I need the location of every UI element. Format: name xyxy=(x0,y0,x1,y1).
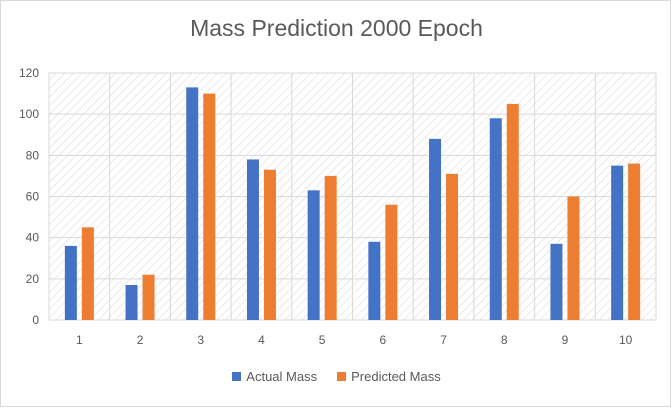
x-tick-label: 4 xyxy=(258,333,265,347)
bar-predicted-9 xyxy=(567,196,580,320)
bar-predicted-5 xyxy=(324,175,337,320)
bar-predicted-10 xyxy=(628,163,641,320)
y-tick-label: 80 xyxy=(26,148,40,162)
x-tick-label: 8 xyxy=(501,333,508,347)
x-tick-label: 10 xyxy=(619,333,633,347)
bar-actual-3 xyxy=(186,87,199,321)
y-tick-label: 20 xyxy=(26,272,40,286)
bar-predicted-8 xyxy=(506,103,519,320)
y-tick-label: 40 xyxy=(26,231,40,245)
x-tick-label: 6 xyxy=(380,333,387,347)
legend-item-predicted: Predicted Mass xyxy=(337,369,441,384)
legend-swatch-actual xyxy=(232,372,242,381)
bar-actual-2 xyxy=(125,285,138,320)
x-tick-label: 9 xyxy=(562,333,569,347)
x-tick-label: 3 xyxy=(197,333,204,347)
y-tick-label: 120 xyxy=(19,66,39,80)
x-tick-label: 5 xyxy=(319,333,326,347)
chart-title: Mass Prediction 2000 Epoch xyxy=(190,15,483,41)
x-tick-label: 2 xyxy=(137,333,144,347)
bar-actual-7 xyxy=(429,138,442,320)
legend-swatch-predicted xyxy=(337,372,347,381)
legend-label-predicted: Predicted Mass xyxy=(351,369,441,384)
y-tick-label: 100 xyxy=(19,107,39,121)
legend-label-actual: Actual Mass xyxy=(246,369,318,384)
bar-actual-8 xyxy=(489,118,502,321)
bar-actual-6 xyxy=(368,241,381,320)
x-tick-label: 7 xyxy=(440,333,447,347)
bar-predicted-4 xyxy=(263,169,276,320)
bar-predicted-1 xyxy=(81,227,94,320)
x-tick-label: 1 xyxy=(76,333,83,347)
bar-actual-1 xyxy=(64,245,77,320)
chart-legend: Actual Mass Predicted Mass xyxy=(1,369,671,384)
bar-predicted-6 xyxy=(385,204,398,320)
bar-predicted-2 xyxy=(142,274,155,320)
bar-actual-10 xyxy=(611,165,624,320)
y-tick-label: 0 xyxy=(32,313,39,327)
y-tick-label: 60 xyxy=(26,190,40,204)
bar-actual-4 xyxy=(246,159,259,320)
bar-actual-9 xyxy=(550,243,563,320)
bar-predicted-7 xyxy=(446,173,459,320)
bar-actual-5 xyxy=(307,190,320,320)
bar-predicted-3 xyxy=(203,93,216,320)
legend-item-actual: Actual Mass xyxy=(232,369,317,384)
